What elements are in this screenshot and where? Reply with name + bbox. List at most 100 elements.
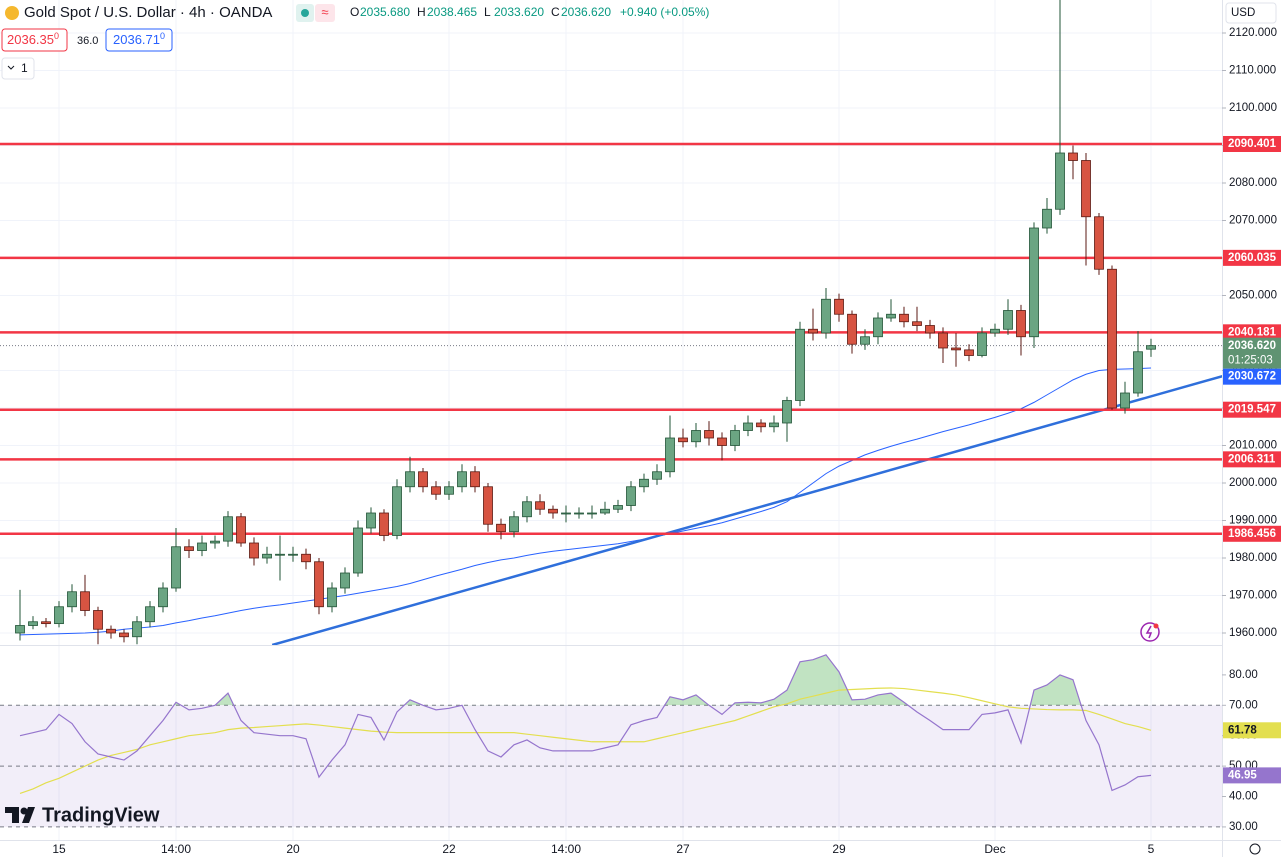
candle-body	[93, 610, 103, 630]
candle-body	[353, 527, 363, 574]
candle-body	[171, 546, 181, 589]
currency-button[interactable]	[1225, 2, 1277, 24]
candle-body	[1081, 160, 1091, 218]
candle-body	[795, 328, 805, 401]
ohlc-key: C	[551, 5, 560, 19]
ohlc-key: O	[350, 5, 359, 19]
candle-body	[197, 542, 207, 551]
icon[interactable]	[315, 4, 335, 22]
icon	[301, 9, 309, 17]
candle-body	[899, 313, 909, 323]
y-tick-label: 1980.000	[1229, 552, 1277, 564]
candle-body	[522, 501, 532, 518]
level-label-box	[1223, 525, 1281, 542]
y-tick-label: 1990.000	[1229, 515, 1277, 527]
sell-price: 2036.35	[7, 32, 54, 47]
candle-body	[808, 328, 818, 334]
alert-dot	[1153, 623, 1159, 629]
indicator-toggle[interactable]	[1, 57, 35, 80]
candle-body	[54, 606, 64, 625]
candle-body	[509, 516, 519, 533]
candle-body	[535, 501, 545, 510]
candle-body	[678, 437, 688, 443]
symbol-icon	[5, 6, 19, 20]
candle-body	[41, 621, 51, 625]
x-tick-label: 20	[286, 842, 300, 856]
candle-body	[288, 553, 298, 556]
change: +0.940 (+0.05%)	[620, 5, 709, 19]
rsi-label-box	[1223, 767, 1281, 784]
candle-body	[886, 313, 896, 319]
x-tick-label: 27	[676, 842, 690, 856]
rsi-label-box	[1223, 722, 1281, 739]
trendline	[271, 374, 1222, 645]
candle-body	[327, 587, 337, 608]
candle-body	[158, 587, 168, 608]
level-label: 2019.547	[1228, 404, 1276, 416]
candle-body	[275, 553, 285, 556]
x-tick-label: 14:00	[161, 842, 191, 856]
level-label: 2006.311	[1228, 453, 1276, 465]
candle-body	[977, 332, 987, 356]
y-tick-label: 2050.000	[1229, 290, 1277, 302]
buy-price: 2036.71	[113, 32, 160, 47]
candle-body	[223, 516, 233, 542]
candle-body	[964, 349, 974, 356]
level-label: 1986.456	[1228, 528, 1276, 540]
candle-body	[418, 471, 428, 488]
level-label: 2090.401	[1228, 138, 1277, 150]
x-tick-label: 15	[52, 842, 66, 856]
candle-body	[496, 523, 506, 533]
buy-button[interactable]	[105, 28, 173, 52]
axes: 15 14:00 20 22 14:00 27 29 Dec 5 1960.000 1970.000…	[52, 27, 1281, 856]
level-label: 2040.181	[1228, 326, 1277, 338]
candle-body	[756, 422, 766, 428]
candle-body	[444, 486, 454, 495]
candle-body	[925, 325, 935, 334]
y-tick-label: 2010.000	[1229, 440, 1277, 452]
candle-body	[652, 471, 662, 480]
candle-body	[730, 430, 740, 446]
candle-body	[626, 486, 636, 506]
countdown: 01:25:03	[1228, 355, 1273, 367]
candle-body	[470, 471, 480, 488]
alert-icon	[1145, 625, 1153, 639]
rsi-line	[19, 687, 1152, 795]
y-tick-label: 30.00	[1229, 821, 1258, 833]
sell-button[interactable]	[1, 28, 68, 52]
candle-body	[249, 542, 259, 559]
candle-body	[574, 512, 584, 515]
rsi-label: 46.95	[1228, 769, 1257, 781]
candle-body	[80, 591, 90, 611]
candle-body	[379, 512, 389, 536]
watermark: TradingView	[42, 804, 160, 826]
y-tick-label: 2070.000	[1229, 215, 1277, 227]
candle-body	[119, 632, 129, 638]
settings-icon[interactable]	[1249, 843, 1261, 855]
candle-body	[132, 621, 142, 638]
candle-body	[262, 553, 272, 559]
x-tick-label: 22	[442, 842, 456, 856]
last-price-box	[1223, 337, 1281, 369]
rsi-label: 61.78	[1228, 724, 1257, 736]
candle-body	[1003, 310, 1013, 330]
symbol-title: Gold Spot / U.S. Dollar · 4h · OANDA	[24, 4, 272, 21]
ohlc-key: H	[417, 5, 426, 19]
indicator-count: 1	[21, 61, 28, 75]
candle-body	[210, 540, 220, 544]
alert-icon[interactable]	[1140, 622, 1160, 642]
ma-label-box	[1223, 368, 1281, 385]
sell-price: 2036.350	[7, 31, 59, 47]
candle-body	[405, 471, 415, 488]
candle-body	[236, 516, 246, 544]
candle-body	[548, 508, 558, 514]
y-tick-label: 80.00	[1229, 669, 1258, 681]
ma-label: 2030.672	[1228, 371, 1276, 383]
ohlc-value: 2035.680	[360, 5, 410, 19]
candle-body	[1146, 345, 1156, 350]
candle-body	[340, 572, 350, 589]
candle-body	[951, 347, 961, 351]
ohlc-key: L	[484, 5, 491, 19]
price-pane	[0, 0, 1222, 645]
